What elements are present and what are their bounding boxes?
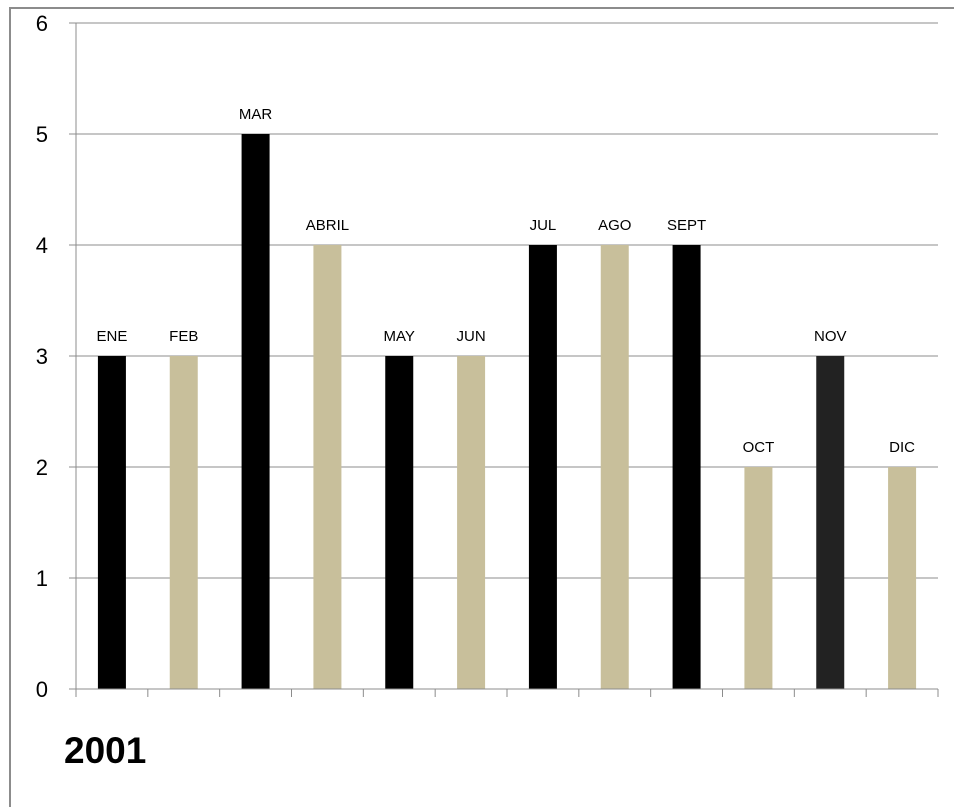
bar-label-oct: OCT (743, 439, 775, 456)
y-tick-label-4: 4 (36, 233, 48, 258)
bar-ene (98, 356, 126, 689)
bar-label-dic: DIC (889, 439, 915, 456)
bar-ago (601, 245, 629, 689)
bar-jun (457, 356, 485, 689)
year-caption: 2001 (64, 730, 146, 772)
bar-oct (744, 467, 772, 689)
y-tick-label-2: 2 (36, 455, 48, 480)
bar-feb (170, 356, 198, 689)
bar-label-sept: SEPT (667, 217, 706, 234)
y-tick-label-0: 0 (36, 677, 48, 702)
bar-jul (529, 245, 557, 689)
bar-label-ene: ENE (96, 328, 127, 345)
bar-nov (816, 356, 844, 689)
bar-mar (242, 134, 270, 689)
bar-dic (888, 467, 916, 689)
bar-label-nov: NOV (814, 328, 847, 345)
bar-label-feb: FEB (169, 328, 198, 345)
bar-sept (673, 245, 701, 689)
y-tick-label-6: 6 (36, 11, 48, 36)
y-tick-label-3: 3 (36, 344, 48, 369)
bar-label-abril: ABRIL (306, 217, 349, 234)
x-axis (69, 23, 938, 697)
bar-labels: ENE FEB MAR ABRIL MAY JUN JUL AGO SEPT OCT NOV DIC (96, 106, 915, 456)
bar-may (385, 356, 413, 689)
bar-label-jun: JUN (456, 328, 485, 345)
bar-abril (313, 245, 341, 689)
y-axis-tick-labels: 0 1 2 3 4 5 6 (36, 11, 48, 702)
y-tick-label-5: 5 (36, 122, 48, 147)
y-tick-label-1: 1 (36, 566, 48, 591)
gridlines (76, 23, 938, 578)
bar-label-mar: MAR (239, 106, 273, 123)
bar-label-ago: AGO (598, 217, 631, 234)
bar-label-may: MAY (384, 328, 415, 345)
bar-label-jul: JUL (530, 217, 557, 234)
bars (98, 134, 916, 689)
